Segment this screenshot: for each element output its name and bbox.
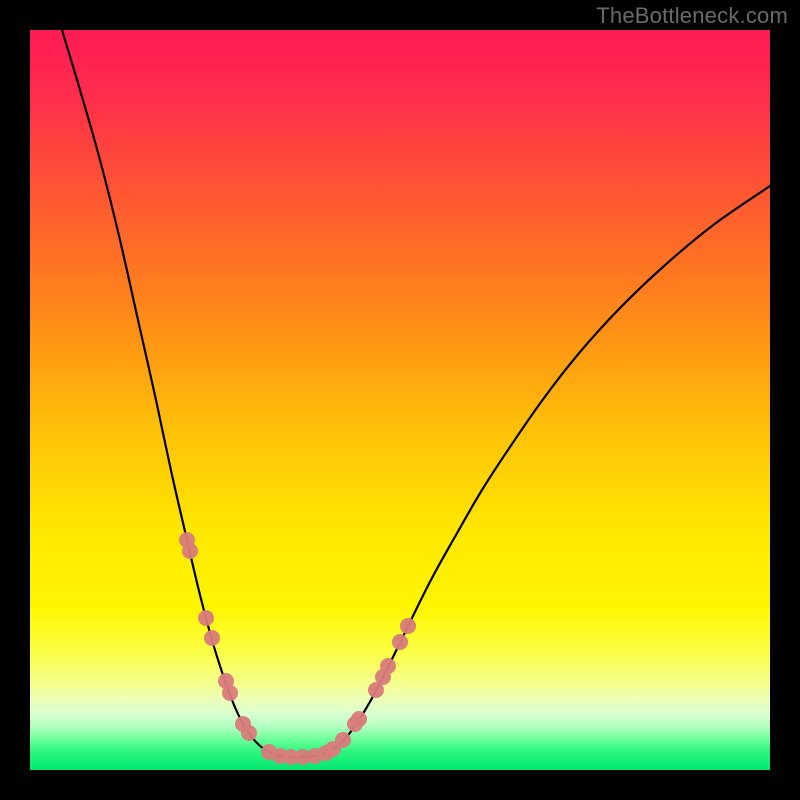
marker-point (222, 685, 238, 701)
marker-point (380, 658, 396, 674)
marker-point (198, 610, 214, 626)
marker-point (392, 634, 408, 650)
marker-point (241, 725, 257, 741)
chart-svg (30, 30, 770, 770)
marker-point (335, 732, 351, 748)
marker-point (351, 711, 367, 727)
marker-point (204, 630, 220, 646)
marker-point (182, 543, 198, 559)
chart-background (30, 30, 770, 770)
watermark-text: TheBottleneck.com (596, 3, 788, 29)
chart-plot-area (30, 30, 770, 770)
marker-point (400, 618, 416, 634)
